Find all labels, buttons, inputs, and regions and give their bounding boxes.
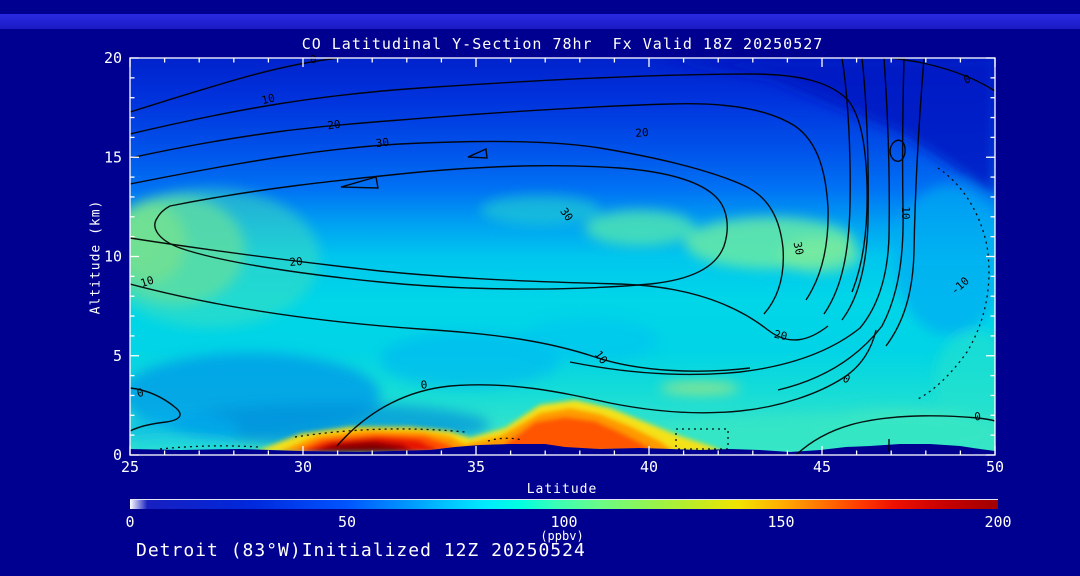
contour-label: 30 <box>791 241 806 257</box>
terrain-mask <box>130 444 995 455</box>
contour-label: 30 <box>557 205 575 223</box>
y-tick-label: 15 <box>104 148 122 166</box>
plot-fill-field <box>130 58 995 455</box>
x-tick-label: 35 <box>467 458 485 476</box>
y-tick-label: 0 <box>113 446 122 464</box>
colorbar-tick-label: 200 <box>984 513 1012 531</box>
top-decoration-stripe <box>0 14 1080 29</box>
x-tick-label: 40 <box>640 458 658 476</box>
contour-label: 20 <box>327 118 342 133</box>
contour-label: 0 <box>420 378 428 392</box>
x-tick-label: 25 <box>121 458 139 476</box>
x-tick-label: 45 <box>813 458 831 476</box>
colorbar-tick-labels: 0 50 100 150 200 <box>0 513 1080 531</box>
contour-label: 20 <box>773 328 789 343</box>
contour-label: 0 <box>974 410 982 424</box>
contour-label: 10 <box>899 206 912 219</box>
axes <box>129 57 996 456</box>
x-axis-label: Latitude <box>526 482 598 497</box>
contour-label: 20 <box>635 126 649 140</box>
station-init-label: Detroit (83°W)Initialized 12Z 20250524 <box>136 540 586 561</box>
contour-label: 10 <box>592 348 610 366</box>
y-tick-label: 5 <box>113 347 122 365</box>
contour-lines <box>130 58 995 455</box>
x-tick-label: 50 <box>986 458 1004 476</box>
colorbar-gradient <box>130 500 998 509</box>
x-tick-label: 30 <box>294 458 312 476</box>
contour-label: 0 <box>962 72 972 86</box>
chart-title: CO Latitudinal Y-Section 78hr Fx Valid 1… <box>301 35 824 53</box>
contour-label: 30 <box>375 136 390 151</box>
contour-label: 10 <box>139 274 156 290</box>
colorbar-top-line <box>130 499 998 500</box>
colorbar-tick-label: 150 <box>767 513 795 531</box>
y-axis-label: Altitude (km) <box>88 199 104 315</box>
contour-label: 0 <box>309 53 317 67</box>
contour-label: 10 <box>260 91 276 107</box>
colorbar-tick-label: 0 <box>125 513 135 531</box>
contour-label: 0 <box>135 386 145 400</box>
colorbar-tick-label: 100 <box>550 513 578 531</box>
y-tick-label: 20 <box>104 49 122 67</box>
contour-label: 20 <box>289 255 303 269</box>
colorbar-tick-label: 50 <box>337 513 357 531</box>
colorbar-units: (ppbv) <box>540 529 584 543</box>
tick-labels: 25 30 35 40 45 50 0 5 10 15 20 <box>104 49 1004 476</box>
contour-label: 0 <box>840 372 852 387</box>
y-tick-label: 10 <box>104 248 122 266</box>
